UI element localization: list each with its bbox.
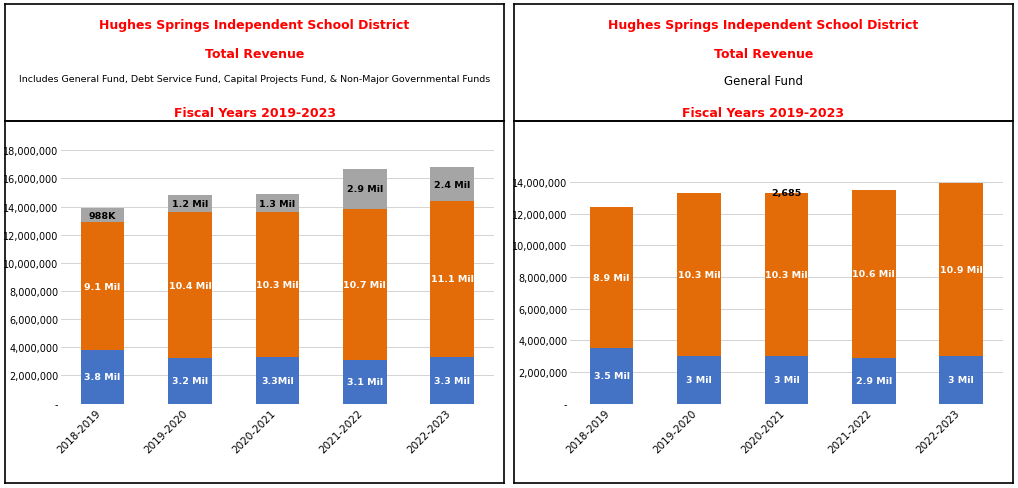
Bar — [168, 196, 212, 213]
Bar — [852, 190, 896, 358]
Text: Hughes Springs Independent School District: Hughes Springs Independent School Distri… — [609, 19, 918, 32]
Bar — [765, 194, 808, 356]
Bar — [940, 356, 983, 404]
Text: 3 Mil: 3 Mil — [686, 375, 712, 385]
Text: 10.6 Mil: 10.6 Mil — [852, 270, 895, 279]
Text: 3 Mil: 3 Mil — [774, 375, 799, 385]
Text: 9.1 Mil: 9.1 Mil — [84, 282, 121, 291]
Text: 10.4 Mil: 10.4 Mil — [169, 281, 212, 290]
Text: 2.4 Mil: 2.4 Mil — [434, 180, 470, 189]
Text: 10.3 Mil: 10.3 Mil — [257, 281, 298, 289]
Text: 3.3Mil: 3.3Mil — [261, 376, 294, 385]
Text: Includes General Fund, Debt Service Fund, Capital Projects Fund, & Non-Major Gov: Includes General Fund, Debt Service Fund… — [19, 75, 490, 84]
Bar — [940, 184, 983, 356]
Bar — [256, 213, 299, 357]
Text: 8.9 Mil: 8.9 Mil — [593, 274, 630, 283]
Bar — [80, 223, 124, 350]
Bar — [677, 356, 721, 404]
Text: 3.8 Mil: 3.8 Mil — [84, 372, 121, 382]
Text: 10.3 Mil: 10.3 Mil — [678, 270, 721, 280]
Text: 10.7 Mil: 10.7 Mil — [343, 281, 386, 289]
Bar — [431, 168, 474, 202]
Bar — [431, 202, 474, 357]
Text: 3.2 Mil: 3.2 Mil — [172, 377, 208, 386]
Bar — [852, 358, 896, 404]
Text: 988K: 988K — [89, 211, 116, 220]
Bar — [80, 350, 124, 404]
Bar — [431, 357, 474, 404]
Text: Fiscal Years 2019-2023: Fiscal Years 2019-2023 — [682, 107, 845, 120]
Text: 1.3 Mil: 1.3 Mil — [260, 199, 295, 208]
Text: Total Revenue: Total Revenue — [205, 48, 304, 61]
Text: General Fund: General Fund — [724, 75, 803, 88]
Bar — [343, 169, 387, 210]
Text: 2,685: 2,685 — [772, 189, 801, 198]
Bar — [256, 357, 299, 404]
Bar — [343, 210, 387, 360]
Bar — [256, 194, 299, 213]
Text: Fiscal Years 2019-2023: Fiscal Years 2019-2023 — [173, 107, 336, 120]
Text: 3.5 Mil: 3.5 Mil — [593, 371, 629, 381]
Bar — [80, 209, 124, 223]
Bar — [168, 359, 212, 404]
Text: 10.3 Mil: 10.3 Mil — [766, 270, 807, 280]
Text: 2.9 Mil: 2.9 Mil — [856, 376, 892, 385]
Bar — [677, 194, 721, 356]
Text: Total Revenue: Total Revenue — [714, 48, 813, 61]
Text: 10.9 Mil: 10.9 Mil — [940, 265, 982, 275]
Text: 3.3 Mil: 3.3 Mil — [435, 376, 470, 385]
Bar — [168, 213, 212, 359]
Text: Hughes Springs Independent School District: Hughes Springs Independent School Distri… — [100, 19, 409, 32]
Text: 11.1 Mil: 11.1 Mil — [431, 275, 473, 284]
Bar — [589, 208, 633, 348]
Text: 3 Mil: 3 Mil — [949, 375, 974, 385]
Text: 3.1 Mil: 3.1 Mil — [347, 377, 383, 386]
Text: 2.9 Mil: 2.9 Mil — [347, 185, 383, 194]
Bar — [765, 356, 808, 404]
Bar — [343, 360, 387, 404]
Bar — [589, 348, 633, 404]
Text: 1.2 Mil: 1.2 Mil — [172, 200, 208, 209]
